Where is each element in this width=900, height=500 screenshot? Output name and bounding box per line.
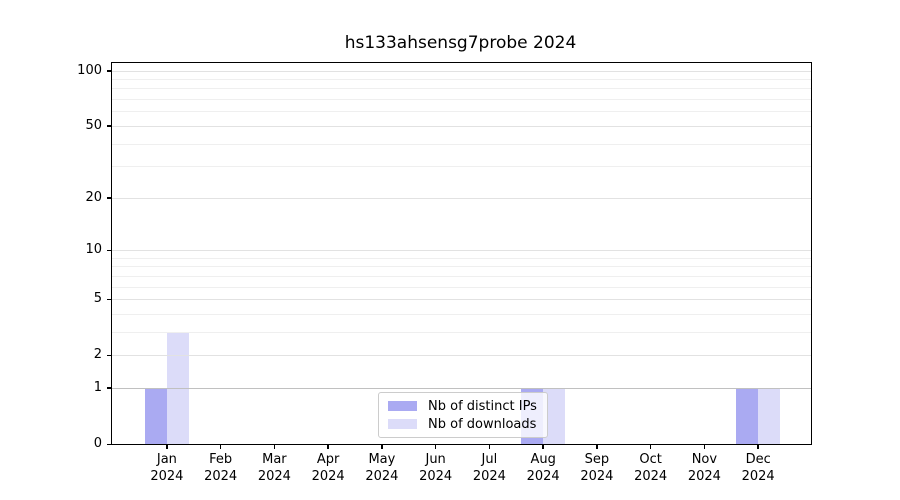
x-tick-nov <box>703 444 706 449</box>
x-tick-month-apr: Apr <box>316 452 340 467</box>
x-tick-year-jun: 2024 <box>419 468 453 484</box>
gridline-minor-9 <box>112 257 811 259</box>
x-tick-year-jul: 2024 <box>472 468 506 484</box>
bar-nb-of-downloads-dec <box>758 387 781 444</box>
x-tick-month-sep: Sep <box>584 452 610 467</box>
gridline-minor-80 <box>112 88 811 90</box>
legend-swatch-distinct-ips <box>388 401 417 411</box>
x-tick-label-jul: Jul 2024 <box>459 452 519 485</box>
x-tick-label-feb: Feb 2024 <box>191 452 251 485</box>
x-tick-month-jan: Jan <box>156 452 177 467</box>
gridline-minor-6 <box>112 286 811 288</box>
plot-area: Nb of distinct IPs Nb of downloads 100 50… <box>77 62 812 484</box>
gridline-minor-60 <box>112 111 811 113</box>
x-tick-jul <box>488 444 491 449</box>
gridline-minor-7 <box>112 275 811 277</box>
x-tick-label-apr: Apr 2024 <box>298 452 358 485</box>
y-tick-2 <box>107 354 112 357</box>
x-tick-year-oct: 2024 <box>634 468 668 484</box>
gridline-minor-8 <box>112 266 811 268</box>
legend: Nb of distinct IPs Nb of downloads <box>378 392 548 438</box>
x-tick-may <box>381 444 383 449</box>
y-tick-50 <box>107 125 112 127</box>
x-tick-month-may: May <box>368 452 396 467</box>
x-tick-label-sep: Sep 2024 <box>567 452 627 485</box>
x-tick-label-may: May 2024 <box>352 452 412 485</box>
x-tick-year-feb: 2024 <box>204 468 238 484</box>
bar-nb-of-distinct-ips-jan <box>144 387 167 444</box>
y-tick-label-100: 100 <box>77 62 102 78</box>
gridline-major-20 <box>112 197 811 199</box>
y-tick-5 <box>107 298 112 301</box>
chart-title: hs133ahsensg7probe 2024 <box>344 33 577 53</box>
legend-entry-distinct-ips: Nb of distinct IPs <box>384 397 541 415</box>
x-tick-month-jul: Jul <box>481 452 498 467</box>
x-tick-oct <box>649 444 652 449</box>
gridline-minor-3 <box>112 331 811 333</box>
x-tick-apr <box>327 444 329 449</box>
y-tick-100 <box>107 70 112 72</box>
x-tick-label-nov: Nov 2024 <box>674 452 734 485</box>
x-tick-label-oct: Oct 2024 <box>621 452 681 485</box>
bar-nb-of-downloads-aug <box>543 387 566 444</box>
gridline-minor-30 <box>112 166 811 168</box>
x-tick-month-jun: Jun <box>425 452 446 467</box>
gridline-major-100 <box>112 70 811 72</box>
gridline-minor-4 <box>112 313 811 315</box>
legend-label-downloads: Nb of downloads <box>428 416 537 432</box>
gridline-minor-70 <box>112 99 811 101</box>
x-tick-month-nov: Nov <box>691 452 718 467</box>
y-tick-10 <box>107 249 112 251</box>
bar-nb-of-downloads-jan <box>166 331 189 444</box>
x-tick-jun <box>434 444 437 449</box>
x-tick-year-mar: 2024 <box>257 468 291 484</box>
x-tick-label-jan: Jan 2024 <box>137 452 197 485</box>
x-tick-label-dec: Dec 2024 <box>728 452 788 485</box>
y-tick-label-10: 10 <box>85 242 102 257</box>
gridline-baseline-1 <box>112 387 811 389</box>
y-tick-label-0: 0 <box>93 436 102 451</box>
y-tick-label-20: 20 <box>85 189 102 205</box>
x-tick-month-dec: Dec <box>745 452 771 467</box>
x-tick-month-feb: Feb <box>209 452 233 467</box>
y-tick-1 <box>107 387 112 389</box>
x-tick-aug <box>542 444 544 449</box>
gridline-major-50 <box>112 125 811 127</box>
x-tick-year-aug: 2024 <box>526 468 560 484</box>
gridline-major-2 <box>112 355 811 357</box>
legend-label-distinct-ips: Nb of distinct IPs <box>428 398 537 414</box>
gridline-major-5 <box>112 299 811 301</box>
legend-swatch-downloads <box>388 419 417 429</box>
legend-entry-downloads: Nb of downloads <box>384 415 541 433</box>
y-tick-label-1: 1 <box>93 379 102 395</box>
bar-nb-of-distinct-ips-dec <box>736 387 759 444</box>
y-tick-20 <box>107 197 112 199</box>
x-tick-month-aug: Aug <box>530 452 556 467</box>
x-tick-mar <box>273 444 276 449</box>
x-tick-year-dec: 2024 <box>741 468 775 484</box>
x-tick-feb <box>219 444 222 449</box>
gridline-major-10 <box>112 250 811 251</box>
y-tick-label-5: 5 <box>93 291 102 307</box>
x-tick-year-may: 2024 <box>365 468 399 484</box>
x-tick-sep <box>596 444 598 449</box>
x-tick-year-apr: 2024 <box>311 468 345 484</box>
x-tick-label-mar: Mar 2024 <box>244 452 304 485</box>
x-tick-label-jun: Jun 2024 <box>406 452 466 485</box>
x-tick-year-nov: 2024 <box>687 468 721 484</box>
y-tick-label-50: 50 <box>85 117 102 133</box>
x-tick-year-sep: 2024 <box>580 468 614 484</box>
y-tick-0 <box>107 443 112 445</box>
gridline-minor-90 <box>112 79 811 81</box>
x-tick-label-aug: Aug 2024 <box>513 452 573 485</box>
gridline-minor-40 <box>112 143 811 145</box>
x-tick-month-oct: Oct <box>639 452 662 467</box>
x-tick-jan <box>166 444 168 449</box>
x-tick-year-jan: 2024 <box>150 468 184 484</box>
y-tick-label-2: 2 <box>93 347 102 363</box>
x-tick-dec <box>757 444 759 449</box>
x-tick-month-mar: Mar <box>262 452 287 467</box>
